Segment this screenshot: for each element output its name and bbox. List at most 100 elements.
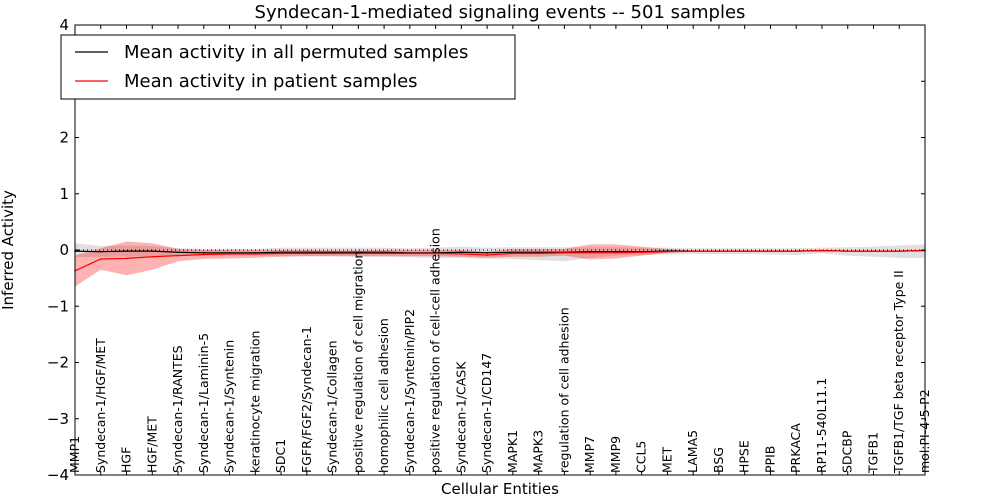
x-tick-label: keratinocyte migration xyxy=(247,331,262,473)
data-point-patient xyxy=(280,252,282,255)
data-point-patient xyxy=(409,252,411,255)
x-tick-label: MET xyxy=(659,446,674,473)
y-tick-label: −1 xyxy=(47,297,69,315)
data-point-patient xyxy=(821,249,823,252)
data-point-patient xyxy=(718,250,720,252)
x-tick-label: SDCBP xyxy=(840,430,855,473)
y-tick-label: −2 xyxy=(47,354,69,372)
data-point-patient xyxy=(795,250,798,252)
y-tick-label: 2 xyxy=(59,129,69,147)
data-point-patient xyxy=(898,250,901,252)
y-tick-label: −4 xyxy=(47,466,69,484)
data-point-patient xyxy=(872,250,875,252)
x-tick-label: LAMA5 xyxy=(685,430,700,473)
x-tick-label: BSG xyxy=(711,447,726,473)
y-tick-label: 4 xyxy=(59,16,69,34)
data-point-patient xyxy=(383,252,385,255)
x-tick-label: positive regulation of cell migration xyxy=(350,251,365,473)
x-tick-label: MAPK3 xyxy=(531,430,546,473)
x-tick-label: MMP7 xyxy=(582,436,597,473)
x-tick-label: mol:PI-4-5-P2 xyxy=(917,389,932,473)
plot-lines xyxy=(74,249,926,272)
x-tick-label: Syndecan-1/RANTES xyxy=(170,345,185,473)
x-axis: MMP1 Syndecan-1/HGF/MET HGF HGF/MET Syndecan… xyxy=(67,25,932,475)
x-tick-label: SDC1 xyxy=(273,439,288,473)
data-point-permuted xyxy=(306,251,308,254)
x-tick-label: MMP1 xyxy=(67,436,82,473)
data-point-patient xyxy=(589,252,591,254)
x-tick-label: TGFB1/TGF beta receptor Type II xyxy=(891,270,906,474)
x-tick-label: Syndecan-1/HGF/MET xyxy=(93,338,108,473)
y-tick-label: 1 xyxy=(59,185,69,203)
data-point-patient xyxy=(357,252,360,255)
x-tick-label: FGFR/FGF2/Syndecan-1 xyxy=(299,326,314,473)
data-point-patient xyxy=(486,254,488,256)
x-tick-label: Syndecan-1/Syntenin/PIP2 xyxy=(402,309,417,473)
data-point-patient xyxy=(177,254,179,257)
x-tick-label: MAPK1 xyxy=(505,430,520,473)
data-point-permuted xyxy=(177,251,179,254)
data-point-permuted xyxy=(357,251,360,254)
x-tick-label: HPSE xyxy=(737,440,752,473)
x-tick-label: PPIB xyxy=(762,446,777,473)
data-point-permuted xyxy=(99,250,102,253)
data-point-permuted xyxy=(537,251,540,254)
x-tick-label: homophilic cell adhesion xyxy=(376,318,391,473)
x-tick-label: CCL5 xyxy=(634,441,649,473)
data-point-patient xyxy=(563,252,566,254)
data-point-permuted xyxy=(202,252,205,254)
data-point-patient xyxy=(846,250,849,252)
data-point-patient xyxy=(537,252,540,255)
data-point-patient xyxy=(512,252,514,255)
data-point-patient xyxy=(743,250,746,252)
data-point-patient xyxy=(615,252,617,254)
legend: Mean activity in all permuted samples Me… xyxy=(60,34,516,100)
data-point-patient xyxy=(254,253,257,255)
x-tick-label: Syndecan-1/Syntenin xyxy=(222,340,237,473)
x-tick-label: HGF/MET xyxy=(144,416,159,473)
x-tick-label: Syndecan-1/CASK xyxy=(453,361,468,473)
data-point-permuted xyxy=(125,250,128,252)
data-point-patient xyxy=(434,252,437,255)
data-point-patient xyxy=(99,258,102,260)
data-point-patient xyxy=(202,253,205,256)
x-axis-label: Cellular Entities xyxy=(441,480,559,498)
x-tick-label: Syndecan-1/CD147 xyxy=(479,353,494,473)
data-point-patient xyxy=(666,250,669,253)
data-point-permuted xyxy=(486,252,488,254)
data-point-patient xyxy=(769,250,772,252)
data-point-permuted xyxy=(589,250,591,253)
data-point-patient xyxy=(692,250,694,252)
x-tick-label: Syndecan-1/Collagen xyxy=(325,340,340,473)
data-point-patient xyxy=(331,252,334,255)
y-tick-label: −3 xyxy=(47,410,69,428)
chart-title: Syndecan-1-mediated signaling events -- … xyxy=(255,2,746,23)
data-point-permuted xyxy=(228,252,231,254)
data-point-permuted xyxy=(331,251,334,254)
data-point-patient xyxy=(306,252,308,255)
y-tick-label: 0 xyxy=(59,241,69,259)
data-point-patient xyxy=(640,251,643,254)
data-point-permuted xyxy=(460,251,463,254)
series-line-patient xyxy=(74,249,926,272)
data-point-permuted xyxy=(151,250,154,252)
data-point-permuted xyxy=(615,250,617,253)
data-point-permuted xyxy=(383,251,385,254)
data-point-permuted xyxy=(254,252,257,254)
data-point-patient xyxy=(125,257,128,260)
x-tick-label: HGF xyxy=(119,447,134,473)
x-tick-label: MMP9 xyxy=(608,436,623,473)
x-tick-label: PRKACA xyxy=(788,423,803,473)
x-tick-label: RP11-540L11.1 xyxy=(814,378,829,473)
x-tick-label: Syndecan-1/Laminin-5 xyxy=(196,333,211,473)
x-tick-label: regulation of cell adhesion xyxy=(556,307,571,473)
x-tick-label: TGFB1 xyxy=(865,432,880,474)
data-point-permuted xyxy=(512,251,514,254)
x-tick-label: positive regulation of cell-cell adhesio… xyxy=(428,228,443,473)
plot-bands xyxy=(75,241,925,287)
data-point-patient xyxy=(151,255,154,258)
legend-frame xyxy=(60,34,516,100)
data-point-patient xyxy=(460,253,463,255)
data-point-permuted xyxy=(280,251,282,254)
